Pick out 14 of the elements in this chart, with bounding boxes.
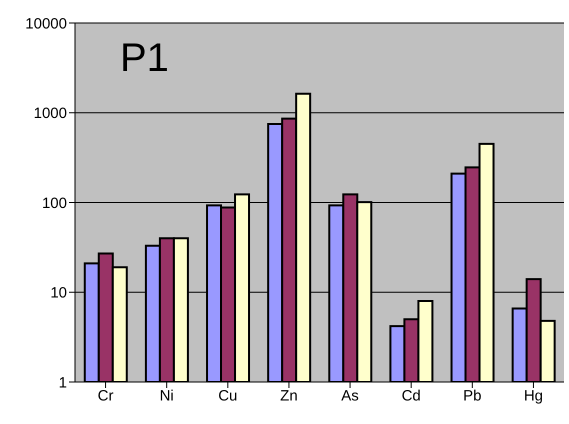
chart-title: P1 bbox=[120, 36, 169, 81]
x-tick-label: Pb bbox=[463, 388, 482, 405]
y-tick-label: 100 bbox=[42, 194, 67, 212]
x-tick-label: Hg bbox=[524, 388, 544, 405]
x-tick-label: Cr bbox=[98, 388, 114, 405]
y-tick-label: 10 bbox=[50, 284, 67, 302]
x-tick-label: As bbox=[341, 388, 359, 405]
y-tick-label: 1000 bbox=[34, 105, 67, 122]
x-tick-label: Zn bbox=[280, 388, 298, 405]
x-tick-label: Cd bbox=[402, 388, 421, 405]
x-tick-label: Cu bbox=[218, 388, 238, 405]
y-tick-label: 10000 bbox=[25, 15, 67, 32]
y-tick-label: 1 bbox=[58, 374, 67, 392]
x-tick-label: Ni bbox=[160, 388, 174, 405]
